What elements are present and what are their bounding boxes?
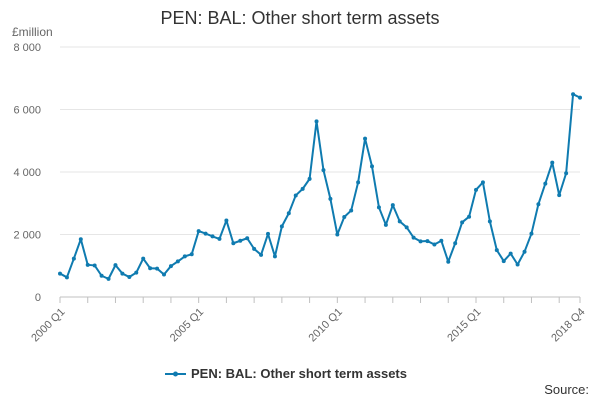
data-point	[286, 211, 291, 216]
data-point	[217, 236, 222, 241]
y-axis-ticks: 0 2 000 4 000 6 000 8 000	[13, 42, 41, 304]
data-point	[356, 180, 361, 185]
data-point	[162, 272, 166, 277]
data-point	[536, 202, 541, 207]
data-point	[99, 273, 104, 278]
data-point	[349, 208, 354, 213]
x-tick-label: 2010 Q1	[307, 306, 345, 344]
data-point	[522, 249, 527, 254]
data-point	[328, 196, 333, 201]
y-tick-label: 2 000	[13, 230, 41, 242]
data-point	[411, 235, 416, 240]
data-point	[376, 205, 381, 210]
data-point	[279, 224, 284, 229]
data-point	[494, 248, 499, 253]
data-point	[231, 241, 236, 246]
data-point	[501, 259, 506, 264]
source-label: Source:	[544, 382, 589, 397]
data-point	[266, 231, 270, 236]
data-point	[224, 218, 229, 223]
data-point	[85, 262, 90, 267]
x-tick-label: 2018 Q4	[549, 306, 587, 344]
x-axis: 2000 Q1 2005 Q1 2010 Q1 2015 Q1 2018 Q4	[29, 296, 588, 344]
data-point	[432, 242, 437, 247]
x-tick-label: 2000 Q1	[29, 306, 67, 344]
data-point	[196, 229, 201, 234]
data-point	[321, 168, 326, 173]
data-point	[245, 236, 250, 241]
x-tick-label: 2005 Q1	[168, 306, 206, 344]
data-point	[474, 187, 478, 192]
data-point	[446, 259, 451, 264]
data-point	[390, 203, 395, 208]
data-point	[78, 237, 83, 242]
legend: PEN: BAL: Other short term assets	[165, 366, 407, 381]
data-point	[182, 254, 187, 259]
data-point	[106, 276, 111, 281]
data-point	[134, 270, 139, 275]
data-point	[335, 232, 340, 237]
data-point	[557, 193, 562, 198]
chart-title: PEN: BAL: Other short term assets	[160, 8, 439, 28]
data-point	[168, 264, 173, 269]
data-point	[453, 241, 458, 246]
data-point	[155, 266, 160, 271]
data-point	[564, 171, 569, 176]
data-point	[252, 246, 257, 251]
data-point	[487, 219, 492, 224]
data-point	[363, 136, 368, 141]
x-tick-label: 2015 Q1	[445, 306, 483, 344]
data-point	[467, 214, 472, 219]
data-point	[203, 231, 208, 236]
data-point	[529, 231, 534, 236]
data-point	[64, 275, 69, 280]
data-point	[515, 262, 520, 267]
data-point	[148, 266, 153, 271]
data-point	[189, 252, 194, 257]
data-point	[300, 186, 305, 191]
data-point	[127, 275, 132, 279]
series-line	[59, 93, 581, 280]
data-point	[259, 252, 264, 257]
data-point	[272, 254, 277, 259]
data-point	[460, 220, 465, 225]
data-point	[383, 222, 388, 227]
y-tick-label: 0	[35, 292, 41, 304]
data-point	[210, 234, 215, 239]
data-point	[480, 180, 485, 185]
data-point	[370, 164, 374, 169]
legend-swatch-marker	[173, 371, 178, 377]
data-point	[404, 225, 409, 230]
data-point	[58, 271, 62, 276]
data-point	[175, 259, 180, 264]
data-point	[342, 215, 347, 219]
data-point	[92, 263, 97, 268]
data-point	[578, 95, 582, 100]
series-layer	[58, 92, 582, 281]
data-point	[425, 239, 430, 244]
y-tick-label: 6 000	[13, 105, 41, 117]
data-point	[508, 251, 513, 256]
data-point	[238, 238, 243, 243]
data-point	[418, 239, 423, 244]
data-point	[141, 256, 146, 261]
data-point	[71, 256, 76, 261]
data-point	[550, 160, 555, 165]
legend-entry-label: PEN: BAL: Other short term assets	[191, 366, 407, 381]
data-point	[439, 238, 444, 243]
data-point	[543, 181, 548, 186]
data-point	[571, 92, 576, 97]
data-point	[113, 263, 118, 268]
data-point	[397, 219, 402, 224]
y-tick-label: 8 000	[13, 42, 41, 54]
data-point	[293, 193, 298, 198]
data-point	[314, 119, 319, 124]
y-axis-unit-label: £million	[12, 25, 53, 39]
data-point	[307, 176, 312, 181]
data-point	[120, 271, 125, 276]
y-tick-label: 4 000	[13, 167, 41, 179]
